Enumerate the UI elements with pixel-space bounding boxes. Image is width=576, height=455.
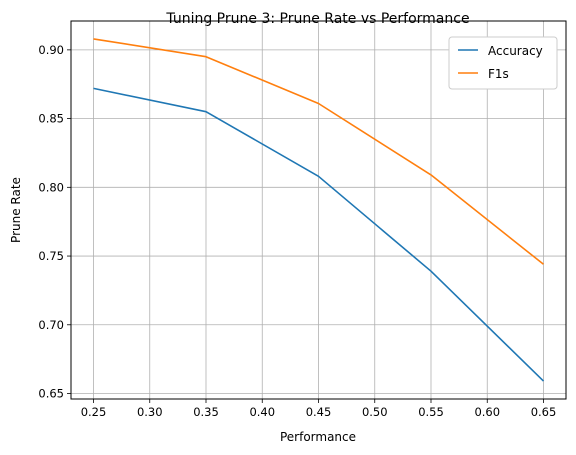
- x-tick-label: 0.35: [193, 405, 219, 419]
- y-tick-label: 0.85: [38, 112, 64, 126]
- x-tick-label: 0.40: [249, 405, 275, 419]
- y-tick-label: 0.65: [38, 387, 64, 401]
- y-axis-ticks: 0.65 0.70 0.75 0.80 0.85 0.90: [38, 43, 71, 401]
- y-tick-label: 0.90: [38, 43, 64, 57]
- y-tick-label: 0.80: [38, 180, 64, 194]
- x-tick-label: 0.25: [81, 405, 107, 419]
- y-tick-label: 0.75: [38, 249, 64, 263]
- legend-label-accuracy: Accuracy: [488, 44, 543, 58]
- series-line-accuracy: [93, 87, 545, 382]
- x-tick-label: 0.30: [137, 405, 163, 419]
- series-lines: [93, 38, 545, 382]
- x-axis-label: Performance: [280, 430, 356, 444]
- y-axis-label: Prune Rate: [9, 177, 23, 243]
- x-tick-label: 0.65: [531, 405, 557, 419]
- x-tick-label: 0.55: [418, 405, 444, 419]
- legend-label-f1s: F1s: [488, 67, 509, 81]
- x-tick-label: 0.60: [474, 405, 500, 419]
- x-tick-label: 0.50: [362, 405, 388, 419]
- chart-title: Tuning Prune 3: Prune Rate vs Performanc…: [165, 11, 469, 27]
- x-axis-ticks: 0.25 0.30 0.35 0.40 0.45 0.50 0.55 0.60 0.65: [81, 399, 557, 419]
- grid-lines: [71, 21, 566, 399]
- series-line-f1s: [93, 38, 544, 265]
- x-tick-label: 0.45: [306, 405, 332, 419]
- legend: Accuracy F1s: [448, 36, 558, 90]
- y-tick-label: 0.70: [38, 318, 64, 332]
